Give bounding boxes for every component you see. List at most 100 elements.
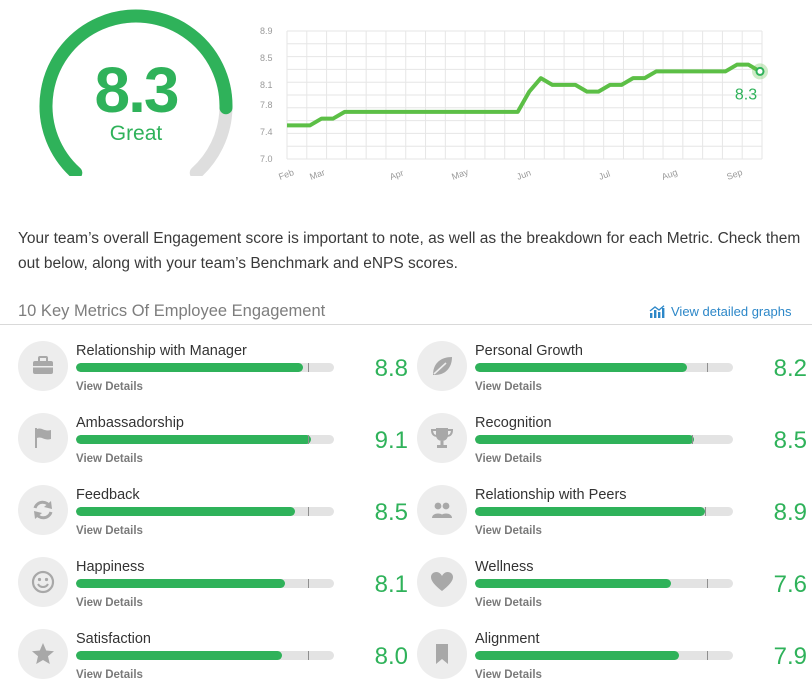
x-tick-label: Sep	[725, 167, 743, 182]
view-detailed-graphs-link[interactable]: View detailed graphs	[649, 304, 791, 319]
metric-score: 8.1	[374, 571, 408, 598]
metric-satisfaction: Satisfaction View Details 8.0	[18, 629, 408, 689]
metric-name: Feedback	[76, 487, 140, 503]
metric-score: 9.1	[374, 427, 408, 454]
benchmark-marker	[707, 579, 709, 588]
star-icon	[32, 643, 54, 664]
x-tick-label: Aug	[660, 167, 678, 182]
smiley-icon	[31, 570, 55, 594]
metrics-section-title: 10 Key Metrics Of Employee Engagement	[18, 302, 326, 320]
overall-score-label: Great	[109, 122, 163, 145]
metric-feedback: Feedback View Details 8.5	[18, 485, 408, 545]
benchmark-marker	[308, 579, 310, 588]
bookmark-icon	[436, 644, 448, 664]
benchmark-marker	[704, 507, 706, 516]
metric-score: 8.8	[374, 355, 408, 382]
metric-name: Relationship with Manager	[76, 343, 247, 359]
view-details-link[interactable]: View Details	[475, 525, 542, 537]
x-tick-label: Feb	[277, 167, 295, 182]
metric-name: Ambassadorship	[76, 415, 184, 431]
section-divider	[0, 324, 812, 325]
benchmark-marker	[308, 435, 310, 444]
overall-score: 8.3	[94, 54, 180, 126]
metric-name: Alignment	[475, 631, 540, 647]
metric-progress-fill	[76, 651, 283, 660]
y-tick-label: 7.8	[260, 100, 273, 110]
x-tick-label: May	[450, 166, 470, 181]
metric-personal-growth: Personal Growth View Details 8.2	[417, 341, 807, 401]
x-tick-label: Mar	[308, 167, 326, 182]
metric-icon-badge	[417, 413, 467, 463]
metric-wellness: Wellness View Details 7.6	[417, 557, 807, 617]
view-detailed-graphs-label[interactable]: View detailed graphs	[671, 304, 792, 319]
metric-name: Personal Growth	[475, 343, 583, 359]
view-details-link[interactable]: View Details	[475, 453, 542, 465]
view-details-link[interactable]: View Details	[76, 525, 143, 537]
benchmark-marker	[707, 363, 709, 372]
metric-name: Relationship with Peers	[475, 487, 627, 503]
metric-progress-track	[76, 363, 334, 372]
metric-progress-fill	[475, 435, 695, 444]
y-tick-label: 7.0	[260, 154, 273, 164]
view-details-link[interactable]: View Details	[475, 381, 542, 393]
metric-progress-track	[76, 507, 334, 516]
benchmark-marker	[691, 435, 693, 444]
metric-name: Satisfaction	[76, 631, 151, 647]
briefcase-icon	[33, 356, 53, 374]
metric-score: 8.5	[773, 427, 807, 454]
metric-progress-track	[475, 363, 733, 372]
metric-progress-fill	[475, 363, 687, 372]
metric-happiness: Happiness View Details 8.1	[18, 557, 408, 617]
heart-icon	[431, 572, 453, 591]
view-details-link[interactable]: View Details	[76, 669, 143, 681]
x-tick-label: Apr	[388, 168, 405, 182]
y-tick-label: 8.5	[260, 53, 273, 63]
metric-progress-track	[475, 579, 733, 588]
metric-icon-badge	[417, 629, 467, 679]
metric-score: 7.6	[773, 571, 807, 598]
metric-progress-track	[475, 435, 733, 444]
metric-progress-fill	[76, 363, 304, 372]
engagement-trend-line	[287, 62, 762, 128]
score-gauge	[39, 9, 233, 176]
metric-progress-fill	[76, 435, 311, 444]
metric-icon-badge	[18, 557, 68, 607]
metric-progress-fill	[475, 651, 679, 660]
view-details-link[interactable]: View Details	[475, 597, 542, 609]
metric-relationship-with-peers: Relationship with Peers View Details 8.9	[417, 485, 807, 545]
metric-name: Wellness	[475, 559, 534, 575]
benchmark-marker	[308, 363, 310, 372]
flag-icon	[35, 428, 51, 448]
y-tick-label: 8.9	[260, 26, 273, 36]
metric-progress-fill	[76, 507, 296, 516]
refresh-icon	[33, 500, 53, 520]
metric-icon-badge	[18, 341, 68, 391]
view-details-link[interactable]: View Details	[76, 597, 143, 609]
metric-name: Recognition	[475, 415, 552, 431]
people-icon	[432, 502, 452, 518]
intro-text: Your team’s overall Engagement score is …	[18, 230, 801, 272]
latest-point-marker	[755, 66, 765, 76]
metric-recognition: Recognition View Details 8.5	[417, 413, 807, 473]
metric-score: 8.0	[374, 643, 408, 670]
engagement-trend-chart: 8.9 8.5 8.1 7.8 7.4 7.0 Feb Mar Apr May Jun Jul Aug S…	[260, 26, 768, 182]
view-details-link[interactable]: View Details	[475, 669, 542, 681]
x-tick-label: Jun	[515, 168, 532, 182]
metric-progress-track	[76, 651, 334, 660]
latest-value-label: 8.3	[735, 86, 757, 103]
view-details-link[interactable]: View Details	[76, 381, 143, 393]
metric-ambassadorship: Ambassadorship View Details 9.1	[18, 413, 408, 473]
metric-icon-badge	[18, 413, 68, 463]
bar-chart-icon	[649, 304, 665, 318]
metric-score: 8.5	[374, 499, 408, 526]
y-tick-label: 8.1	[260, 80, 273, 90]
benchmark-marker	[308, 651, 310, 660]
metric-alignment: Alignment View Details 7.9	[417, 629, 807, 689]
view-details-link[interactable]: View Details	[76, 453, 143, 465]
metric-progress-track	[475, 651, 733, 660]
metric-icon-badge	[417, 341, 467, 391]
benchmark-marker	[707, 651, 709, 660]
metric-score: 7.9	[773, 643, 807, 670]
metric-icon-badge	[18, 629, 68, 679]
metric-name: Happiness	[76, 559, 145, 575]
